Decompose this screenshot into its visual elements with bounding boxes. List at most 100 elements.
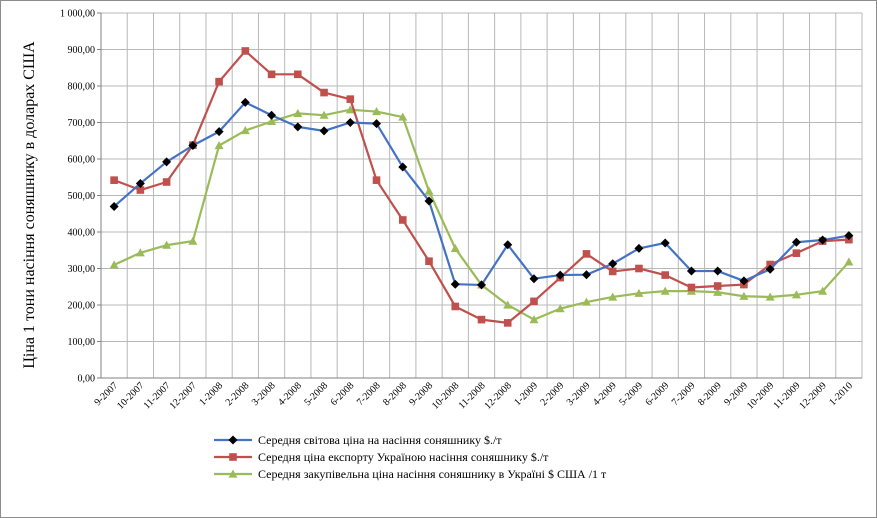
series-3	[109, 105, 854, 324]
data-point	[766, 260, 774, 269]
data-point	[634, 243, 644, 253]
data-point	[635, 264, 643, 273]
data-point	[608, 292, 618, 301]
data-point	[424, 196, 434, 206]
x-tick-label: 3-2008	[250, 380, 278, 408]
series-1	[109, 97, 854, 290]
data-point	[240, 126, 250, 135]
y-tick-label: 800,00	[68, 82, 96, 93]
y-axis-label: Ціна 1 тони насіння соняшнику в доларах …	[21, 41, 38, 369]
x-tick-label: 10-2008	[430, 380, 461, 411]
data-point	[450, 243, 460, 253]
data-point	[267, 110, 277, 120]
data-point	[844, 257, 854, 266]
data-point	[661, 271, 669, 279]
data-point	[424, 186, 434, 195]
y-tick-label: 1 000,00	[60, 9, 95, 20]
x-tick-label: 7-2009	[670, 380, 698, 408]
data-point	[372, 119, 382, 129]
data-point	[320, 88, 328, 97]
data-point	[188, 140, 198, 150]
y-tick-label: 0,00	[78, 374, 96, 385]
data-point	[555, 304, 565, 313]
legend-label: Середня закупівельна ціна насіння соняшн…	[258, 467, 607, 481]
x-tick-label: 1-2010	[827, 380, 855, 408]
x-tick-label: 5-2009	[617, 380, 645, 408]
data-point	[660, 286, 670, 295]
data-point	[346, 95, 355, 103]
x-tick-label: 6-2008	[329, 380, 357, 408]
data-point	[634, 288, 644, 297]
data-point	[686, 266, 696, 276]
x-tick-label: 12-2007	[168, 380, 199, 411]
x-tick-label: 8-2008	[381, 380, 409, 408]
data-point	[818, 286, 828, 295]
data-point	[319, 126, 329, 136]
data-point	[215, 77, 223, 86]
legend-marker	[228, 469, 238, 478]
y-tick-label: 300,00	[68, 264, 96, 275]
data-point	[240, 97, 250, 107]
y-tick-label: 600,00	[68, 155, 96, 166]
legend-label: Середня ціна експорту Україною насіння с…	[258, 450, 549, 464]
data-point	[713, 266, 723, 276]
data-point	[372, 176, 381, 184]
data-point	[503, 300, 513, 309]
data-point	[294, 70, 302, 79]
data-point	[713, 287, 723, 296]
data-point	[608, 259, 618, 269]
data-point	[267, 70, 276, 79]
data-point	[582, 250, 591, 258]
legend: Середня світова ціна на насіння соняшник…	[214, 433, 607, 481]
x-tick-label: 10-2007	[115, 380, 146, 411]
x-tick-label: 12-2008	[483, 380, 514, 411]
data-point	[214, 140, 224, 150]
legend-entry-1: Середня світова ціна на насіння соняшник…	[214, 433, 502, 447]
x-tick-label: 6-2009	[643, 380, 671, 408]
data-point	[188, 236, 198, 245]
data-point	[135, 178, 145, 188]
y-tick-label: 900,00	[68, 45, 96, 56]
data-point	[293, 122, 303, 132]
x-tick-label: 2-2008	[224, 380, 252, 408]
x-tick-label: 3-2009	[565, 380, 593, 408]
data-point	[398, 162, 408, 172]
data-point	[503, 240, 513, 250]
data-point	[450, 279, 460, 289]
data-point	[398, 216, 407, 224]
legend-marker	[228, 435, 238, 445]
data-point	[687, 283, 696, 292]
legend-label: Середня світова ціна на насіння соняшник…	[258, 433, 502, 447]
data-point	[372, 107, 382, 116]
x-tick-label: 11-2008	[457, 380, 488, 411]
data-point	[844, 231, 854, 241]
data-point	[345, 118, 355, 127]
y-tick-label: 100,00	[68, 337, 96, 348]
x-tick-label: 11-2009	[771, 380, 802, 411]
x-tick-label: 7-2008	[355, 380, 383, 408]
data-point	[792, 249, 801, 257]
data-point	[765, 292, 775, 301]
legend-marker	[229, 453, 237, 461]
data-point	[398, 112, 408, 121]
data-point	[425, 257, 433, 265]
data-point	[791, 237, 801, 247]
data-point	[765, 264, 775, 274]
x-tick-label: 12-2009	[797, 380, 828, 411]
legend-entry-3: Середня закупівельна ціна насіння соняшн…	[214, 467, 607, 481]
series-line	[113, 101, 850, 287]
data-point	[136, 186, 145, 194]
x-tick-label: 10-2009	[745, 380, 776, 411]
data-point	[529, 315, 539, 324]
x-tick-label: 2-2009	[539, 380, 567, 408]
data-point	[162, 157, 172, 167]
data-point	[818, 235, 828, 245]
data-point	[451, 302, 460, 311]
data-point	[293, 108, 303, 117]
data-point	[713, 282, 722, 290]
data-point	[739, 291, 749, 300]
y-tick-label: 400,00	[68, 228, 96, 239]
data-point	[162, 178, 171, 186]
data-point	[660, 238, 670, 248]
